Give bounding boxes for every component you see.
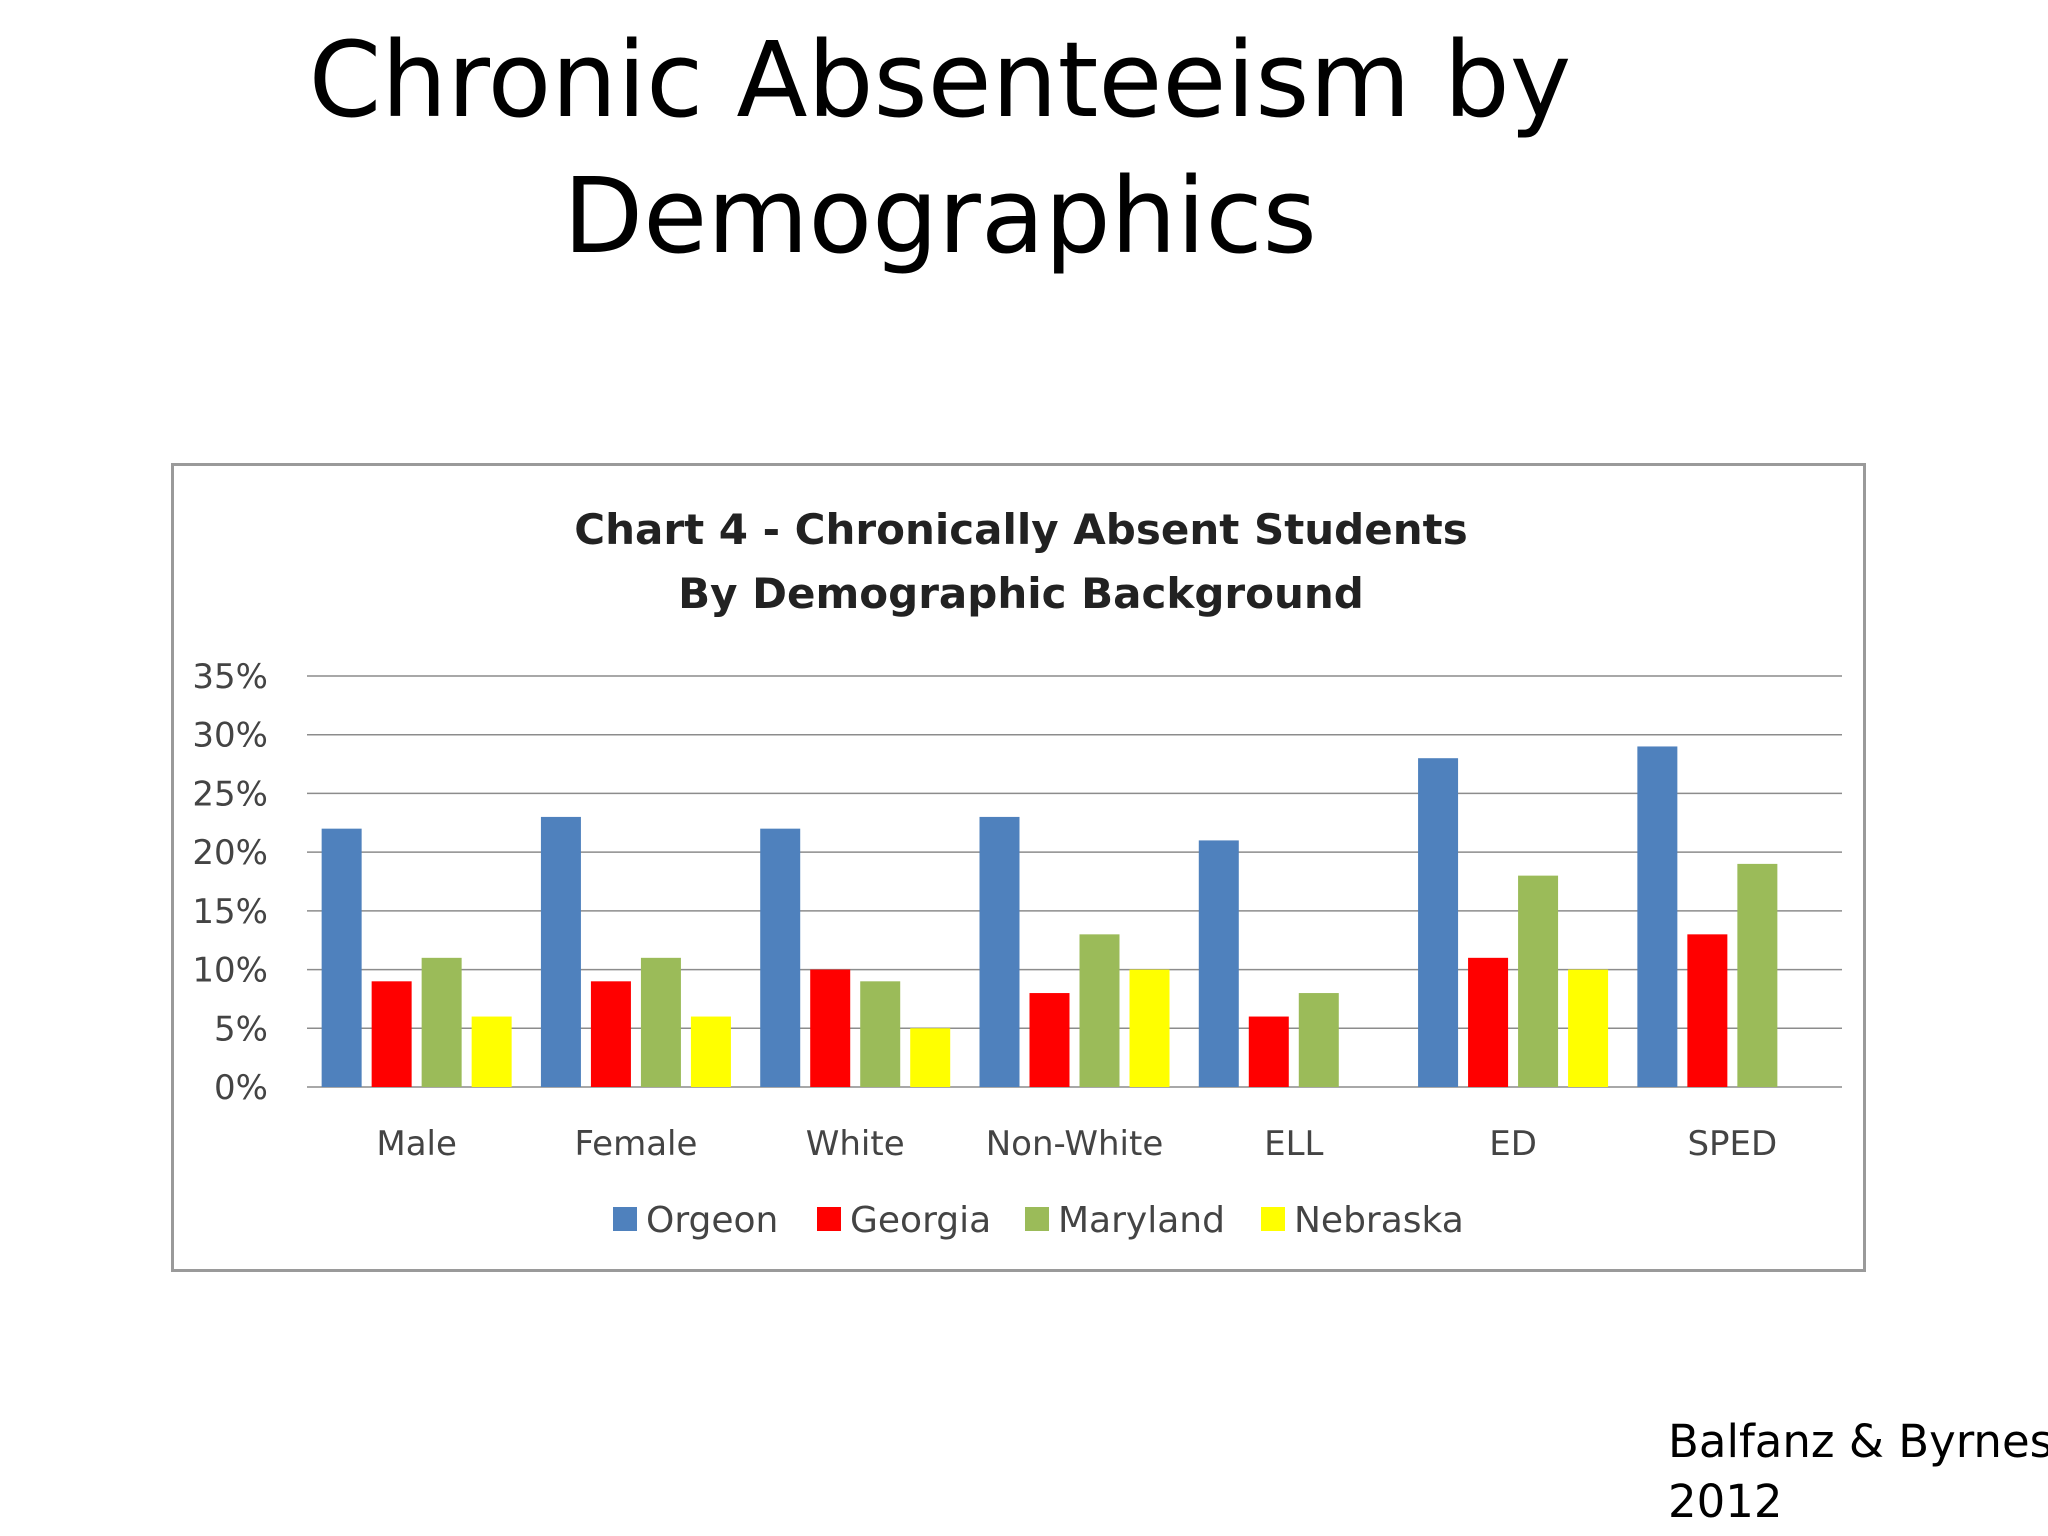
y-tick-label: 0% bbox=[214, 1068, 268, 1108]
x-tick-label: Male bbox=[376, 1124, 457, 1164]
y-tick-label: 5% bbox=[214, 1009, 268, 1049]
bar-orgeon-male bbox=[321, 828, 362, 1087]
bar-maryland-male bbox=[421, 957, 462, 1087]
y-tick-label: 10% bbox=[192, 951, 268, 991]
bar-maryland-ell bbox=[1298, 993, 1339, 1087]
bar-orgeon-sped bbox=[1637, 746, 1678, 1087]
bar-nebraska-female bbox=[690, 1016, 731, 1087]
bar-georgia-ell bbox=[1248, 1016, 1289, 1087]
gridlines bbox=[307, 675, 1842, 1088]
bar-orgeon-ed bbox=[1418, 758, 1459, 1087]
bar-maryland-non-white bbox=[1079, 934, 1120, 1087]
slide-title-line-1: Chronic Absenteeism by bbox=[308, 19, 1572, 141]
bar-nebraska-ed bbox=[1568, 969, 1609, 1087]
x-tick-label: Female bbox=[574, 1124, 697, 1164]
legend-swatch-orgeon bbox=[613, 1207, 637, 1231]
y-tick-label: 15% bbox=[192, 892, 268, 932]
bars bbox=[321, 746, 1778, 1087]
x-tick-label: ED bbox=[1489, 1124, 1537, 1164]
legend: Orgeon Georgia Maryland Nebraska bbox=[613, 1200, 1464, 1241]
citation-line-2: 2012 bbox=[1668, 1475, 1783, 1528]
x-tick-label: White bbox=[806, 1124, 905, 1164]
bar-maryland-sped bbox=[1737, 863, 1778, 1087]
bar-orgeon-ell bbox=[1198, 840, 1239, 1087]
bar-georgia-ed bbox=[1468, 957, 1509, 1087]
chart-title: Chart 4 - Chronically Absent Students bbox=[574, 505, 1467, 554]
bar-maryland-ed bbox=[1518, 875, 1559, 1087]
y-tick-label: 30% bbox=[192, 716, 268, 756]
chart-subtitle: By Demographic Background bbox=[678, 569, 1364, 618]
legend-label-maryland: Maryland bbox=[1058, 1200, 1225, 1241]
x-tick-label: SPED bbox=[1687, 1124, 1777, 1164]
bar-nebraska-male bbox=[471, 1016, 512, 1087]
legend-label-orgeon: Orgeon bbox=[646, 1200, 778, 1241]
bar-georgia-male bbox=[371, 981, 412, 1087]
bar-orgeon-non-white bbox=[979, 816, 1020, 1087]
x-tick-label: Non-White bbox=[986, 1124, 1164, 1164]
x-tick-label: ELL bbox=[1264, 1124, 1323, 1164]
legend-label-nebraska: Nebraska bbox=[1294, 1200, 1464, 1241]
citation: Balfanz & Byrnes, 2012 bbox=[1668, 1412, 2048, 1532]
bar-orgeon-female bbox=[540, 816, 581, 1087]
slide-title: Chronic Absenteeism by Demographics bbox=[300, 12, 1580, 284]
bar-georgia-sped bbox=[1687, 934, 1728, 1087]
legend-label-georgia: Georgia bbox=[850, 1200, 991, 1241]
bar-nebraska-non-white bbox=[1129, 969, 1170, 1087]
y-axis-ticks: 0% 5% 10% 15% 20% 25% 30% 35% bbox=[192, 657, 268, 1108]
y-tick-label: 25% bbox=[192, 774, 268, 814]
legend-swatch-georgia bbox=[817, 1207, 841, 1231]
y-tick-label: 20% bbox=[192, 833, 268, 873]
bar-maryland-female bbox=[640, 957, 681, 1087]
bar-georgia-non-white bbox=[1029, 993, 1070, 1087]
y-tick-label: 35% bbox=[192, 657, 268, 697]
slide-title-line-2: Demographics bbox=[563, 155, 1317, 277]
legend-swatch-maryland bbox=[1025, 1207, 1049, 1231]
bar-maryland-white bbox=[860, 981, 901, 1087]
legend-swatch-nebraska bbox=[1261, 1207, 1285, 1231]
bar-orgeon-white bbox=[760, 828, 801, 1087]
x-axis-ticks: Male Female White Non-White ELL ED SPED bbox=[376, 1124, 1777, 1164]
bar-nebraska-white bbox=[910, 1028, 951, 1087]
citation-line-1: Balfanz & Byrnes, bbox=[1668, 1415, 2048, 1468]
bar-georgia-female bbox=[590, 981, 631, 1087]
bar-georgia-white bbox=[810, 969, 851, 1087]
